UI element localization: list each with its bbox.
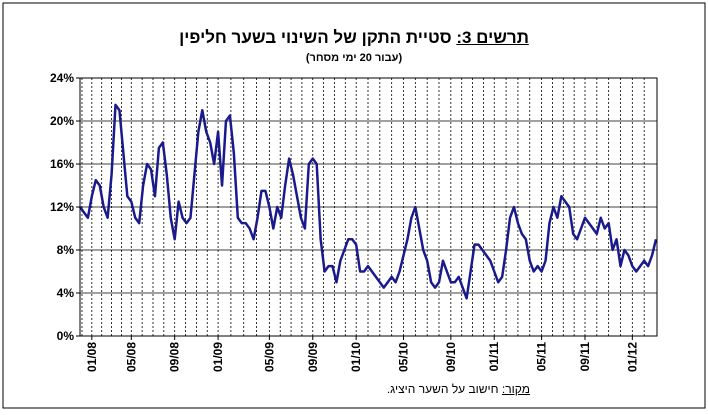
x-tick-label: 05/08: [124, 342, 138, 372]
x-tick-label: 01/09: [211, 342, 225, 372]
x-tick-label: 05/09: [262, 342, 276, 372]
x-tick-label: 09/09: [306, 342, 320, 372]
y-tick-label: 16%: [50, 157, 74, 171]
x-tick-label: 05/10: [397, 342, 411, 372]
data-line: [78, 103, 658, 300]
y-tick-label: 0%: [57, 329, 75, 343]
x-tick-label: 01/11: [487, 342, 501, 372]
plot-border: [79, 77, 658, 337]
title-text: סטיית התקן של השינוי בשער חליפין: [179, 28, 452, 47]
y-tick-label: 4%: [57, 286, 75, 300]
source-label: מקור:: [501, 382, 530, 396]
chart-subtitle: (עבור 20 ימי מסחר): [305, 52, 403, 64]
y-tick-label: 8%: [57, 243, 75, 257]
x-tick-label: 01/10: [349, 342, 363, 372]
chart-title: תרשים 3: סטיית התקן של השינוי בשער חליפי…: [0, 28, 708, 48]
x-tick-label: 09/11: [578, 342, 592, 372]
y-tick-label: 20%: [50, 114, 74, 128]
x-tick-label: 09/08: [168, 342, 182, 372]
y-tick-label: 24%: [50, 71, 74, 85]
source-text: חישוב על השער היציג.: [386, 382, 499, 396]
x-tick-label: 09/10: [444, 342, 458, 372]
outer-border: [2, 2, 706, 409]
figure-label: תרשים 3:: [456, 28, 529, 47]
source-note: מקור: חישוב על השער היציג.: [387, 382, 530, 396]
x-tick-label: 01/08: [85, 342, 99, 372]
x-tick-label: 01/12: [625, 342, 639, 372]
x-tick-label: 05/11: [535, 342, 549, 372]
y-tick-label: 12%: [50, 200, 74, 214]
